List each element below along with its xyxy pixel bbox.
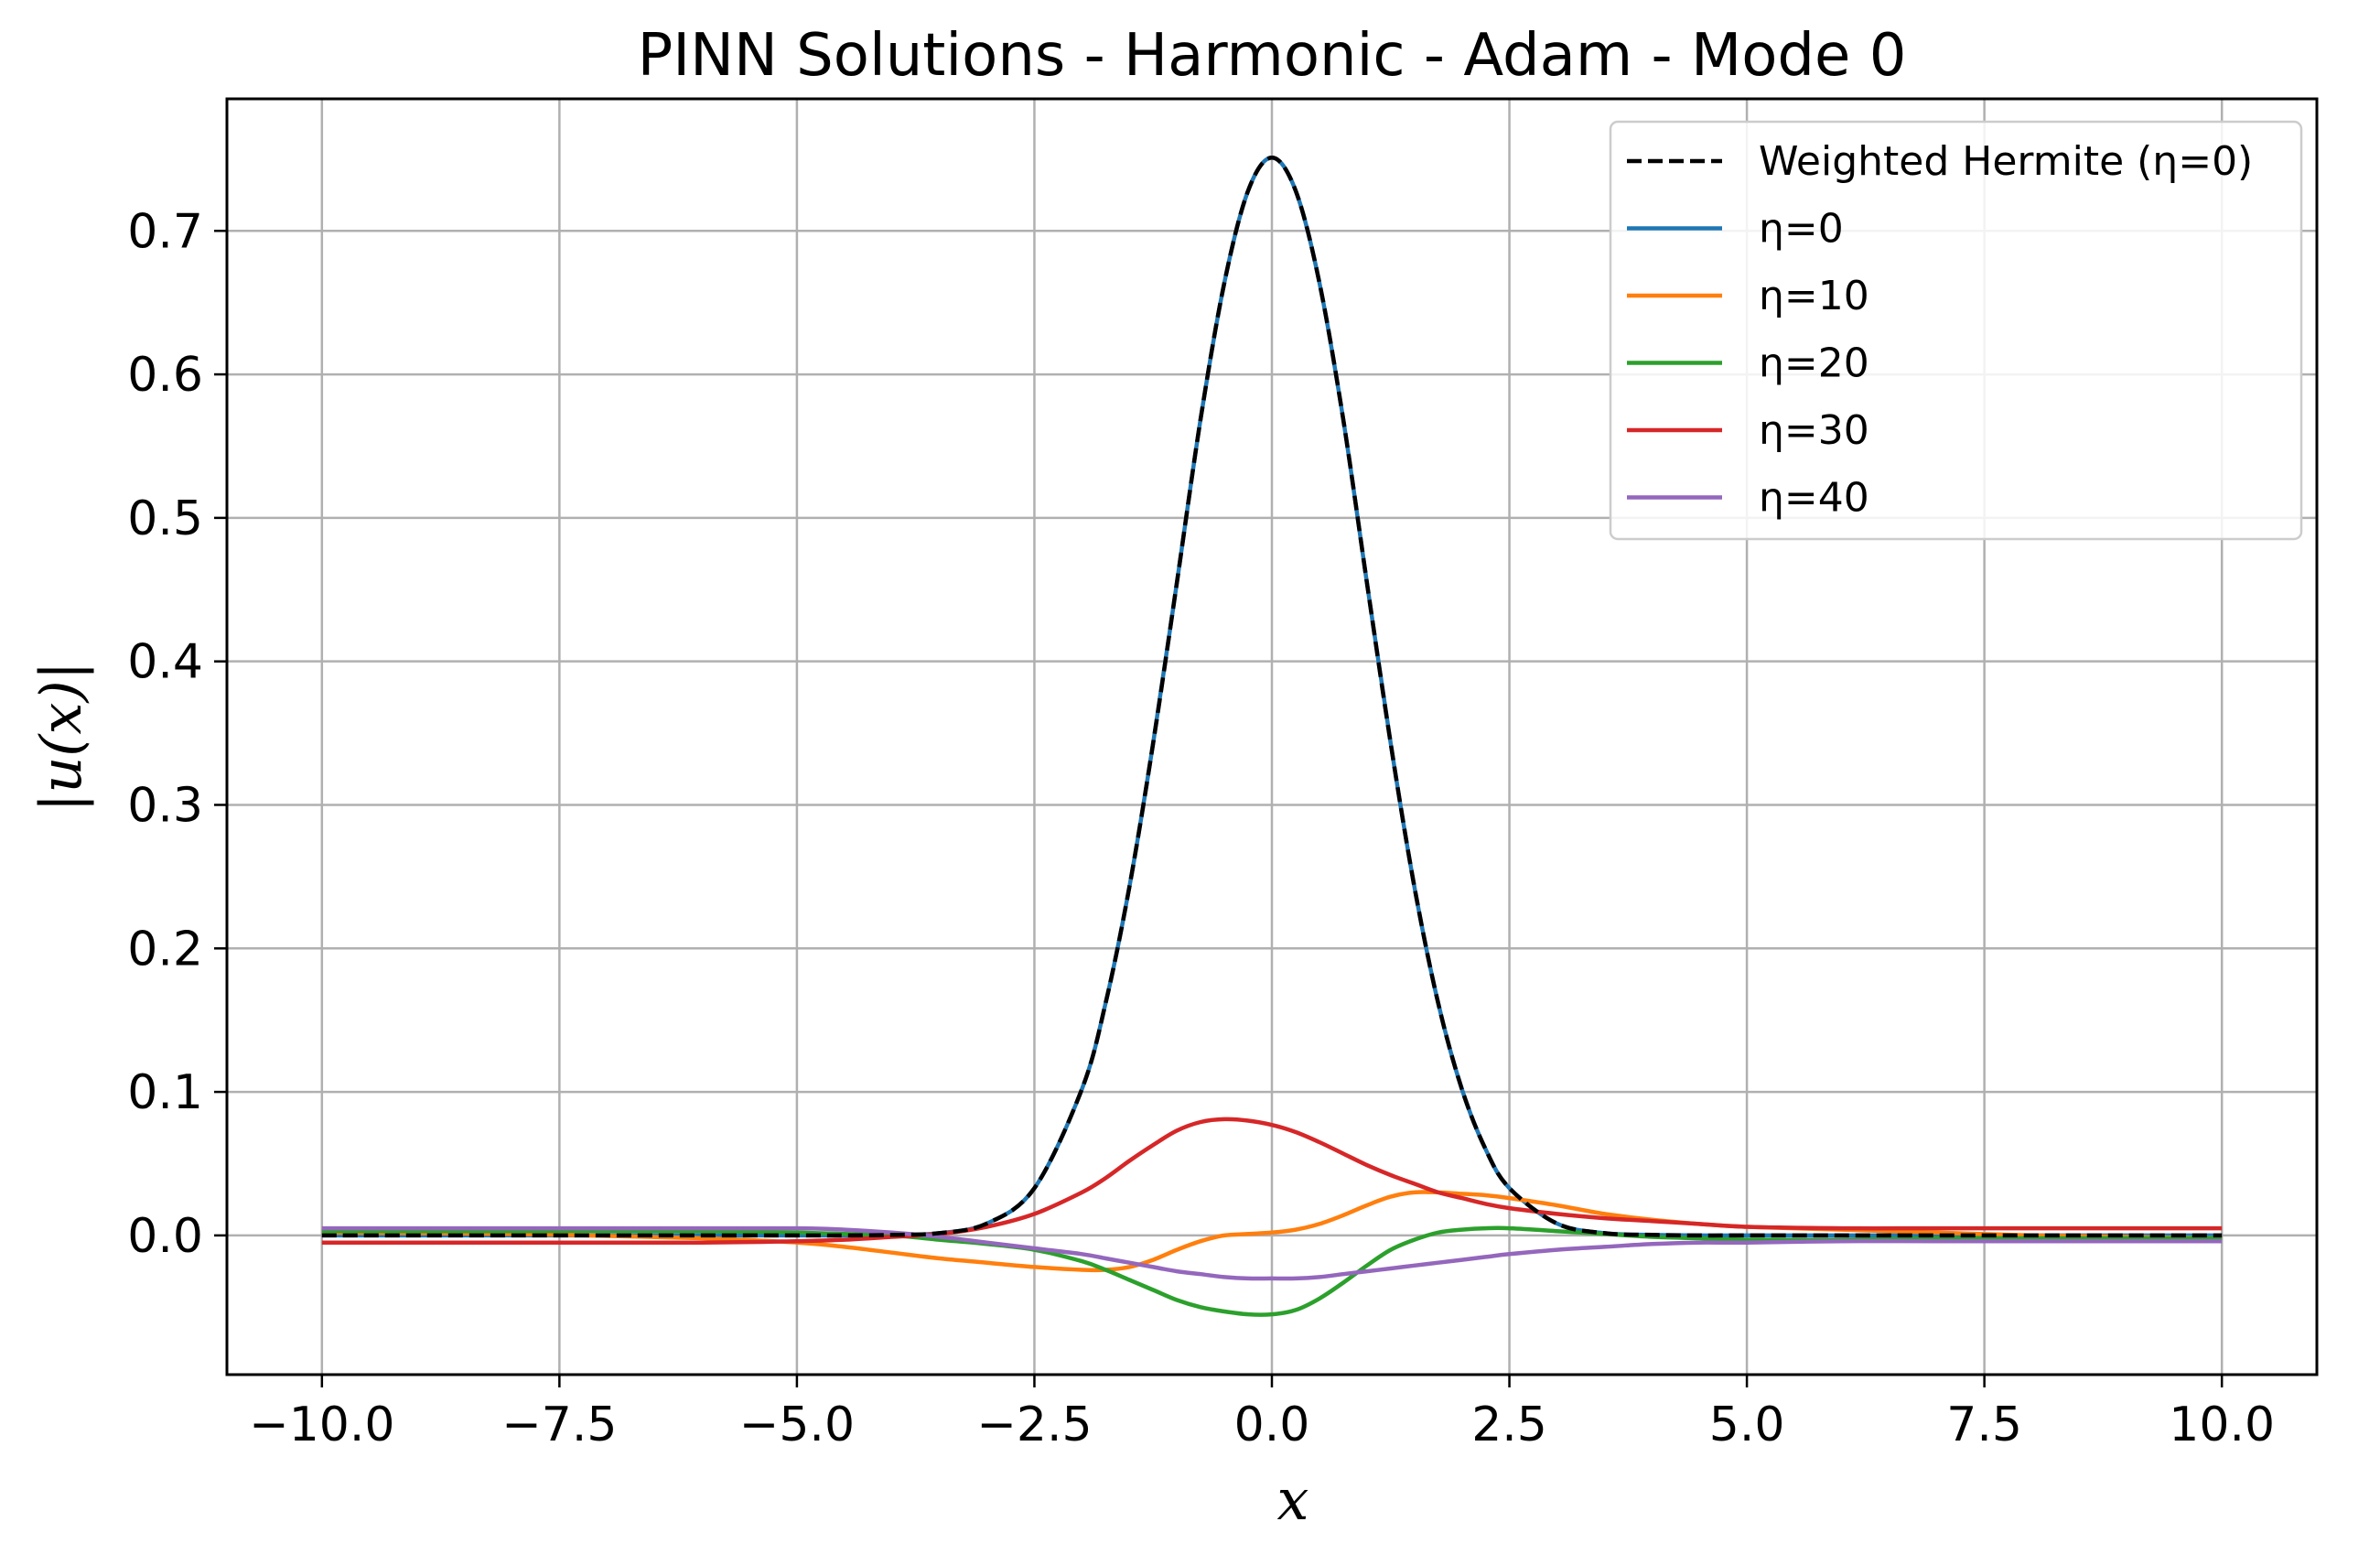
x-tick-label: 7.5 — [1946, 1398, 2022, 1452]
y-tick-label: 0.0 — [127, 1209, 203, 1264]
x-tick-label: −10.0 — [249, 1398, 394, 1452]
x-tick-label: 0.0 — [1234, 1398, 1310, 1452]
y-tick-label: 0.7 — [127, 204, 203, 259]
x-tick-label: −7.5 — [501, 1398, 617, 1452]
legend-label: η=0 — [1759, 206, 1844, 253]
legend-label: η=40 — [1759, 475, 1869, 522]
y-tick-label: 0.3 — [127, 778, 203, 833]
y-tick-label: 0.4 — [127, 635, 203, 690]
y-tick-label: 0.5 — [127, 491, 203, 546]
legend-label: η=20 — [1759, 340, 1869, 387]
axis-ticks: −10.0 −7.5 −5.0 −2.5 0.0 2.5 5.0 7.5 10.0 0.0 0.1 0… — [127, 204, 2275, 1452]
y-tick-label: 0.1 — [127, 1065, 203, 1120]
x-axis-label: x — [1277, 1466, 1309, 1533]
y-tick-label: 0.6 — [127, 348, 203, 403]
x-tick-label: 2.5 — [1471, 1398, 1547, 1452]
x-tick-label: −2.5 — [976, 1398, 1092, 1452]
x-tick-label: 10.0 — [2169, 1398, 2275, 1452]
series-line — [321, 156, 2223, 1238]
series-lines — [321, 156, 2223, 1317]
legend-box — [1609, 120, 2303, 541]
x-tick-label: 5.0 — [1709, 1398, 1785, 1452]
y-tick-label: 0.2 — [127, 922, 203, 977]
chart-title: PINN Solutions - Harmonic - Adam - Mode … — [638, 22, 1907, 90]
y-axis-label: |u(x)| — [27, 661, 94, 812]
legend-label: η=30 — [1759, 407, 1869, 454]
legend: Weighted Hermite (η=0) η=0 η=10 η=20 η=30 η=4… — [1609, 120, 2303, 541]
x-tick-label: −5.0 — [739, 1398, 855, 1452]
legend-label: η=10 — [1759, 273, 1869, 319]
legend-label: Weighted Hermite (η=0) — [1759, 138, 2253, 185]
grid — [227, 99, 2317, 1375]
series-line — [321, 1225, 2223, 1281]
